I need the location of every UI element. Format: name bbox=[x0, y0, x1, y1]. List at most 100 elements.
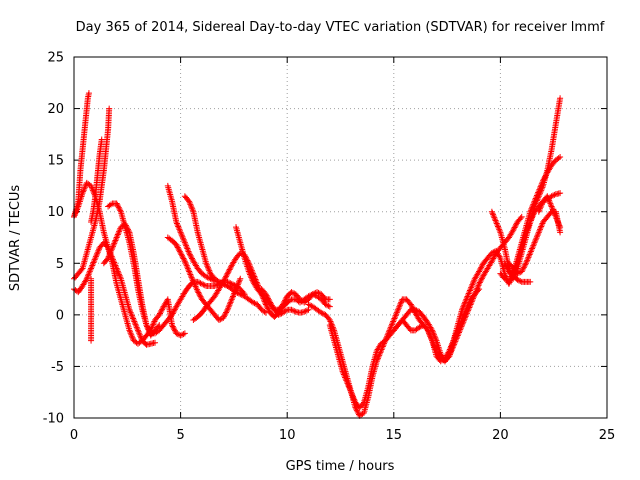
data-point bbox=[206, 275, 213, 282]
data-point bbox=[185, 267, 192, 274]
data-point bbox=[397, 300, 404, 307]
data-point bbox=[291, 308, 298, 315]
data-point bbox=[468, 284, 475, 291]
data-point bbox=[490, 255, 497, 262]
data-point bbox=[170, 324, 177, 331]
data-point bbox=[181, 258, 188, 265]
data-point bbox=[348, 389, 355, 396]
data-point bbox=[413, 307, 420, 314]
data-point bbox=[551, 209, 558, 216]
data-point bbox=[392, 314, 399, 321]
y-tick-label: 25 bbox=[47, 51, 64, 66]
data-point bbox=[488, 258, 495, 265]
data-point bbox=[112, 237, 119, 244]
data-point bbox=[245, 260, 252, 267]
data-point bbox=[136, 331, 143, 338]
data-point bbox=[245, 258, 252, 265]
data-point bbox=[534, 232, 541, 239]
data-point bbox=[503, 263, 510, 270]
data-point bbox=[117, 274, 124, 281]
data-point bbox=[129, 314, 136, 321]
data-point bbox=[131, 318, 138, 325]
data-point bbox=[244, 257, 251, 264]
data-point bbox=[114, 201, 121, 208]
data-point bbox=[459, 305, 466, 312]
y-tick-label: 20 bbox=[47, 102, 64, 117]
data-point bbox=[128, 331, 135, 338]
x-tick-label: 10 bbox=[279, 428, 296, 443]
data-point bbox=[114, 268, 121, 275]
data-point bbox=[128, 311, 135, 318]
data-point bbox=[395, 305, 402, 312]
data-point bbox=[280, 300, 287, 307]
data-point bbox=[226, 302, 233, 309]
data-point bbox=[326, 303, 333, 310]
data-point bbox=[523, 258, 530, 265]
data-point bbox=[390, 317, 397, 324]
data-point bbox=[81, 184, 88, 191]
data-point bbox=[492, 217, 499, 224]
data-point bbox=[80, 187, 87, 194]
data-point bbox=[493, 219, 500, 226]
data-point bbox=[301, 308, 308, 315]
data-point bbox=[488, 208, 495, 215]
data-point bbox=[115, 230, 122, 237]
x-tick-label: 15 bbox=[386, 428, 403, 443]
data-point bbox=[477, 278, 484, 285]
data-point bbox=[169, 322, 176, 329]
data-point bbox=[185, 248, 192, 255]
data-point bbox=[527, 217, 534, 224]
data-point bbox=[529, 245, 536, 252]
data-point bbox=[115, 204, 122, 211]
data-point bbox=[224, 270, 231, 277]
data-point bbox=[174, 244, 181, 251]
data-point bbox=[302, 308, 309, 315]
data-point bbox=[387, 324, 394, 331]
data-point bbox=[517, 215, 524, 222]
data-point bbox=[463, 296, 470, 303]
data-point bbox=[535, 230, 542, 237]
data-point bbox=[111, 238, 118, 245]
data-point bbox=[237, 275, 244, 282]
data-point bbox=[528, 247, 535, 254]
data-point bbox=[188, 274, 195, 281]
data-point bbox=[556, 222, 563, 229]
data-point bbox=[122, 222, 129, 229]
data-point bbox=[314, 289, 321, 296]
data-point bbox=[548, 203, 555, 210]
data-point bbox=[171, 327, 178, 334]
data-point bbox=[196, 292, 203, 299]
data-point bbox=[549, 205, 556, 212]
data-point bbox=[325, 302, 332, 309]
data-point bbox=[226, 300, 233, 307]
data-point bbox=[471, 277, 478, 284]
data-point bbox=[393, 309, 400, 316]
data-point bbox=[469, 280, 476, 287]
data-point bbox=[250, 299, 257, 306]
data-point bbox=[393, 311, 400, 318]
data-point bbox=[538, 221, 545, 228]
data-point bbox=[189, 207, 196, 214]
data-series-arc-6 bbox=[88, 136, 105, 226]
data-point bbox=[112, 262, 119, 269]
data-point bbox=[170, 309, 177, 316]
data-point bbox=[254, 282, 261, 289]
data-point bbox=[114, 231, 121, 238]
data-point bbox=[549, 206, 556, 213]
data-point bbox=[224, 306, 231, 313]
data-point bbox=[211, 282, 218, 289]
data-point bbox=[396, 303, 403, 310]
y-tick-label: 10 bbox=[47, 205, 64, 220]
data-point bbox=[113, 265, 120, 272]
data-point bbox=[89, 261, 96, 268]
data-point bbox=[124, 225, 131, 232]
data-point bbox=[107, 249, 114, 256]
data-point bbox=[116, 271, 123, 278]
data-point bbox=[535, 193, 542, 200]
data-point bbox=[494, 223, 501, 230]
data-point bbox=[538, 187, 545, 194]
data-point bbox=[408, 302, 415, 309]
data-point bbox=[490, 213, 497, 220]
data-point bbox=[189, 205, 196, 212]
data-point bbox=[537, 224, 544, 231]
